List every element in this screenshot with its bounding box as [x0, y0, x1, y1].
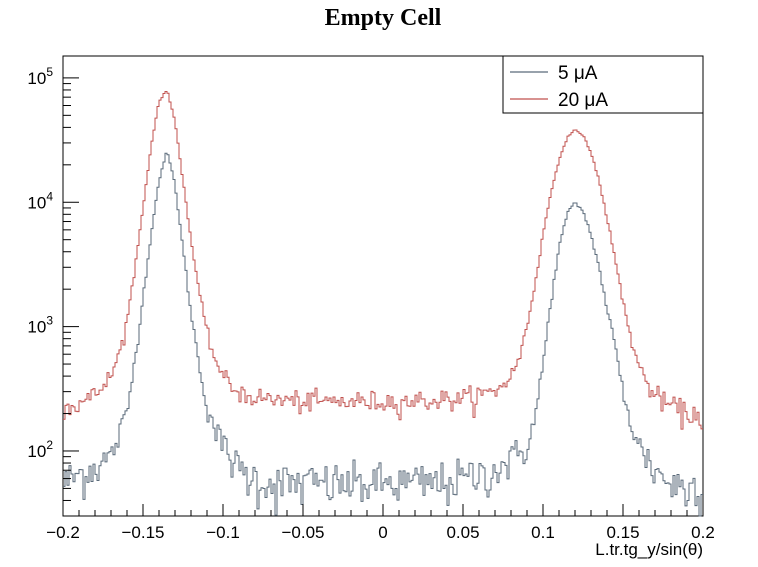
y-tick-label-0: 102 [27, 438, 53, 461]
series-line-1 [63, 90, 703, 430]
y-tick-label-2: 104 [27, 189, 53, 212]
x-axis: −0.2 −0.15 −0.1 −0.05 0 0.05 0.1 0.15 0.2 [46, 504, 715, 542]
y-tick-label-1: 103 [27, 314, 53, 337]
x-tick-label-7: 0.15 [606, 523, 639, 542]
y-tick-label-3: 105 [27, 65, 53, 88]
x-tick-label-5: 0.05 [446, 523, 479, 542]
x-tick-label-2: −0.1 [206, 523, 240, 542]
x-tick-label-1: −0.15 [121, 523, 164, 542]
x-tick-label-8: 0.2 [691, 523, 715, 542]
legend-box [502, 55, 704, 114]
x-tick-label-4: 0 [378, 523, 387, 542]
y-axis: 102 103 104 105 [27, 65, 79, 517]
x-axis-label: L.tr.tg_y/sin(θ) [595, 540, 703, 559]
series-line-0 [63, 152, 703, 517]
x-tick-label-0: −0.2 [46, 523, 80, 542]
series-layer [63, 90, 703, 517]
legend-label-20ua: 20 μA [558, 90, 608, 111]
plot-frame [62, 55, 704, 517]
chart-title: Empty Cell [325, 5, 442, 31]
x-tick-label-6: 0.1 [531, 523, 555, 542]
legend-label-5ua: 5 μA [558, 63, 598, 84]
legend: 5 μA 20 μA [502, 55, 704, 114]
x-tick-label-3: −0.05 [281, 523, 324, 542]
